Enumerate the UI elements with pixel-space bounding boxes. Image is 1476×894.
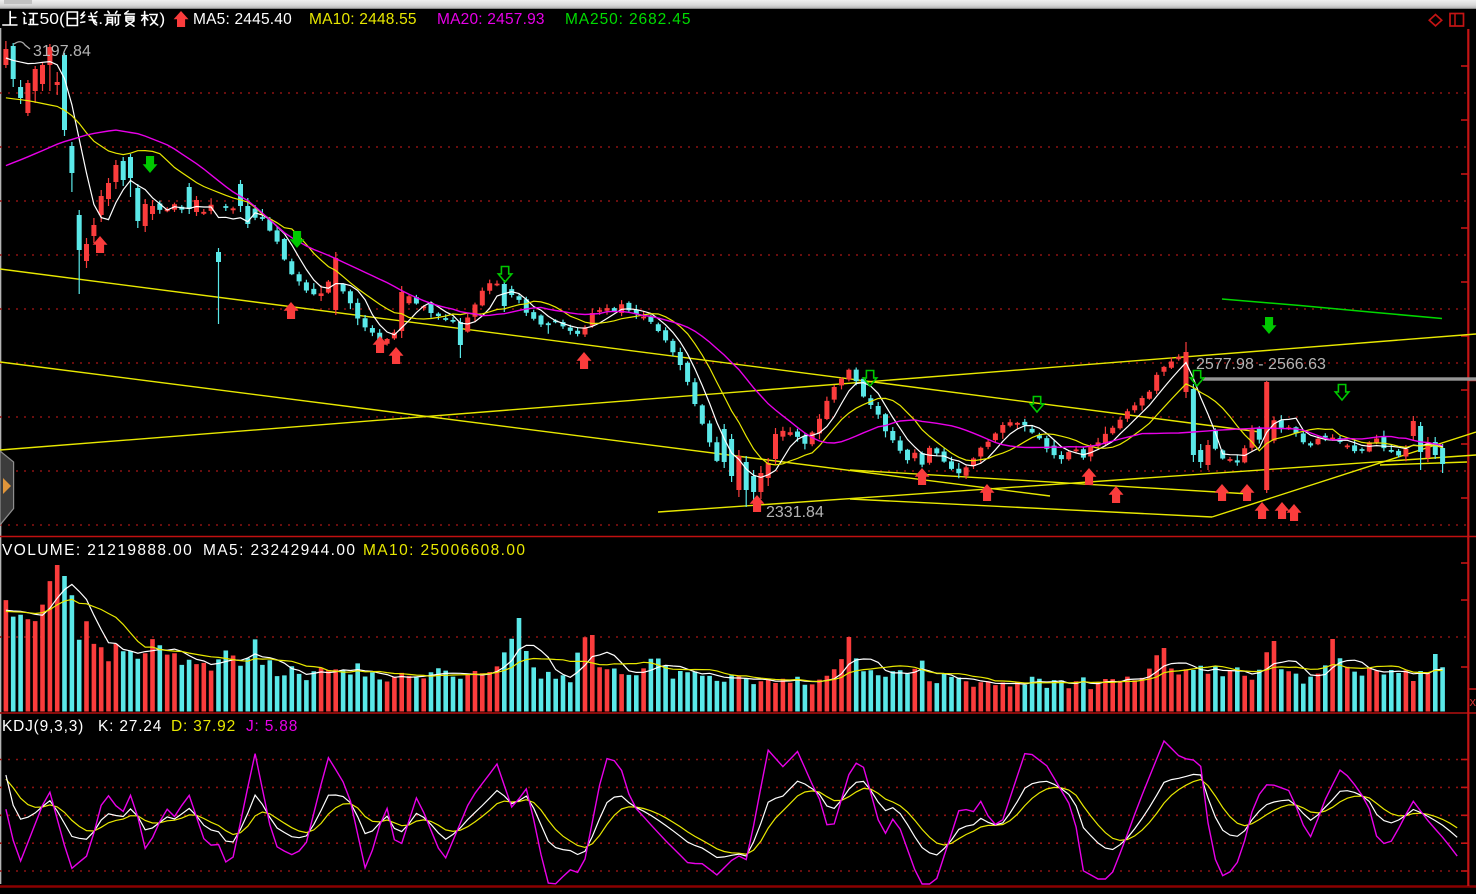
svg-text:3197.84: 3197.84	[33, 43, 91, 60]
svg-text:MA10: 2448.55: MA10: 2448.55	[309, 11, 417, 28]
svg-text:J: 5.88: J: 5.88	[246, 718, 298, 735]
svg-text:.: .	[98, 10, 103, 28]
svg-text:D: 37.92: D: 37.92	[171, 718, 236, 735]
svg-text:MA5: 2445.40: MA5: 2445.40	[193, 11, 292, 28]
svg-text:VOLUME: 21219888.00: VOLUME: 21219888.00	[2, 542, 193, 559]
svg-text:MA10: 25006608.00: MA10: 25006608.00	[363, 542, 526, 559]
svg-text:2331.84: 2331.84	[766, 504, 824, 521]
svg-text:MA250: 2682.45: MA250: 2682.45	[565, 11, 691, 28]
svg-text:50(: 50(	[40, 10, 66, 28]
svg-text:MA20: 2457.93: MA20: 2457.93	[437, 11, 545, 28]
svg-text:x: x	[1470, 694, 1476, 709]
svg-text:): )	[159, 10, 165, 28]
svg-text:K: 27.24: K: 27.24	[98, 718, 162, 735]
svg-text:2577.98 - 2566.63: 2577.98 - 2566.63	[1196, 356, 1326, 373]
svg-text:KDJ(9,3,3): KDJ(9,3,3)	[2, 718, 84, 735]
svg-text:MA5: 23242944.00: MA5: 23242944.00	[203, 542, 356, 559]
